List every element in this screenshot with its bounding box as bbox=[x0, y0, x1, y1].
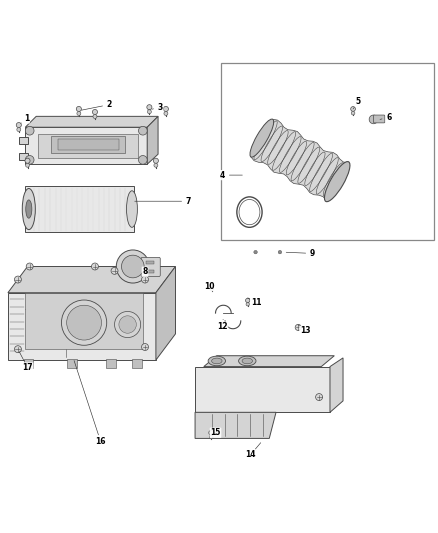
Circle shape bbox=[246, 298, 250, 303]
Ellipse shape bbox=[22, 189, 35, 230]
Circle shape bbox=[17, 127, 21, 132]
Circle shape bbox=[121, 255, 144, 278]
Bar bbox=[221, 63, 434, 240]
Circle shape bbox=[14, 346, 21, 353]
Circle shape bbox=[25, 163, 29, 167]
Polygon shape bbox=[19, 137, 28, 144]
Polygon shape bbox=[195, 413, 276, 439]
Bar bbox=[24, 359, 33, 368]
Ellipse shape bbox=[325, 161, 350, 201]
Text: 9: 9 bbox=[310, 249, 315, 258]
Circle shape bbox=[93, 115, 97, 118]
Text: 1: 1 bbox=[24, 114, 29, 123]
Ellipse shape bbox=[250, 119, 274, 157]
Circle shape bbox=[138, 126, 147, 135]
Bar bbox=[67, 359, 77, 368]
Circle shape bbox=[77, 111, 81, 116]
Polygon shape bbox=[147, 116, 158, 164]
Circle shape bbox=[351, 107, 355, 111]
Circle shape bbox=[147, 104, 152, 110]
Circle shape bbox=[67, 305, 102, 340]
Circle shape bbox=[369, 115, 378, 124]
Circle shape bbox=[115, 311, 141, 337]
Circle shape bbox=[351, 111, 355, 115]
Text: 4: 4 bbox=[220, 171, 225, 180]
Text: 7: 7 bbox=[186, 197, 191, 206]
Circle shape bbox=[92, 109, 98, 115]
Circle shape bbox=[210, 287, 213, 290]
Text: 12: 12 bbox=[217, 322, 228, 331]
Text: 8: 8 bbox=[142, 267, 148, 276]
Text: 17: 17 bbox=[22, 363, 33, 372]
Polygon shape bbox=[156, 266, 176, 360]
Ellipse shape bbox=[127, 191, 138, 228]
Circle shape bbox=[209, 431, 213, 435]
Circle shape bbox=[92, 263, 99, 270]
Polygon shape bbox=[8, 293, 156, 360]
Bar bbox=[132, 359, 142, 368]
Bar bbox=[51, 136, 125, 154]
Bar bbox=[146, 261, 154, 264]
Circle shape bbox=[147, 110, 152, 114]
Text: 10: 10 bbox=[204, 281, 215, 290]
Text: 16: 16 bbox=[95, 437, 106, 446]
Circle shape bbox=[14, 276, 21, 283]
Polygon shape bbox=[25, 293, 143, 349]
Text: 3: 3 bbox=[158, 103, 163, 112]
Text: 5: 5 bbox=[356, 98, 361, 107]
Circle shape bbox=[26, 263, 33, 270]
Ellipse shape bbox=[26, 200, 32, 218]
Circle shape bbox=[141, 276, 148, 283]
Circle shape bbox=[25, 126, 34, 135]
Circle shape bbox=[295, 325, 301, 330]
Circle shape bbox=[116, 250, 149, 283]
Circle shape bbox=[209, 283, 214, 287]
Circle shape bbox=[278, 251, 282, 254]
Circle shape bbox=[138, 156, 147, 164]
Bar bbox=[58, 140, 119, 150]
Circle shape bbox=[316, 393, 322, 400]
Circle shape bbox=[153, 158, 159, 163]
Ellipse shape bbox=[212, 358, 222, 364]
Circle shape bbox=[119, 316, 136, 333]
Polygon shape bbox=[25, 186, 134, 232]
Polygon shape bbox=[195, 367, 330, 413]
Text: 14: 14 bbox=[246, 450, 256, 459]
Circle shape bbox=[209, 435, 213, 439]
Circle shape bbox=[61, 300, 107, 345]
Polygon shape bbox=[204, 356, 334, 367]
FancyBboxPatch shape bbox=[374, 115, 385, 123]
Bar bbox=[106, 359, 116, 368]
Circle shape bbox=[16, 123, 21, 127]
Polygon shape bbox=[25, 116, 158, 127]
Bar bbox=[39, 134, 138, 158]
FancyBboxPatch shape bbox=[141, 257, 160, 277]
Circle shape bbox=[76, 107, 81, 111]
Circle shape bbox=[164, 111, 168, 116]
Text: 2: 2 bbox=[107, 100, 112, 109]
Ellipse shape bbox=[242, 358, 253, 364]
Ellipse shape bbox=[239, 356, 256, 366]
Bar bbox=[146, 270, 154, 273]
Polygon shape bbox=[330, 358, 343, 413]
Text: 11: 11 bbox=[251, 298, 261, 306]
Circle shape bbox=[25, 158, 30, 163]
Polygon shape bbox=[251, 119, 348, 200]
Text: 13: 13 bbox=[300, 326, 311, 335]
Circle shape bbox=[141, 344, 148, 351]
Ellipse shape bbox=[208, 356, 226, 366]
Circle shape bbox=[246, 303, 249, 306]
Circle shape bbox=[254, 251, 257, 254]
Circle shape bbox=[111, 268, 118, 274]
Circle shape bbox=[163, 107, 169, 111]
Circle shape bbox=[154, 163, 158, 167]
Polygon shape bbox=[25, 127, 147, 164]
Text: 15: 15 bbox=[210, 428, 221, 437]
Circle shape bbox=[25, 156, 34, 164]
Polygon shape bbox=[8, 266, 176, 293]
Polygon shape bbox=[19, 153, 28, 160]
Text: 6: 6 bbox=[386, 112, 392, 122]
